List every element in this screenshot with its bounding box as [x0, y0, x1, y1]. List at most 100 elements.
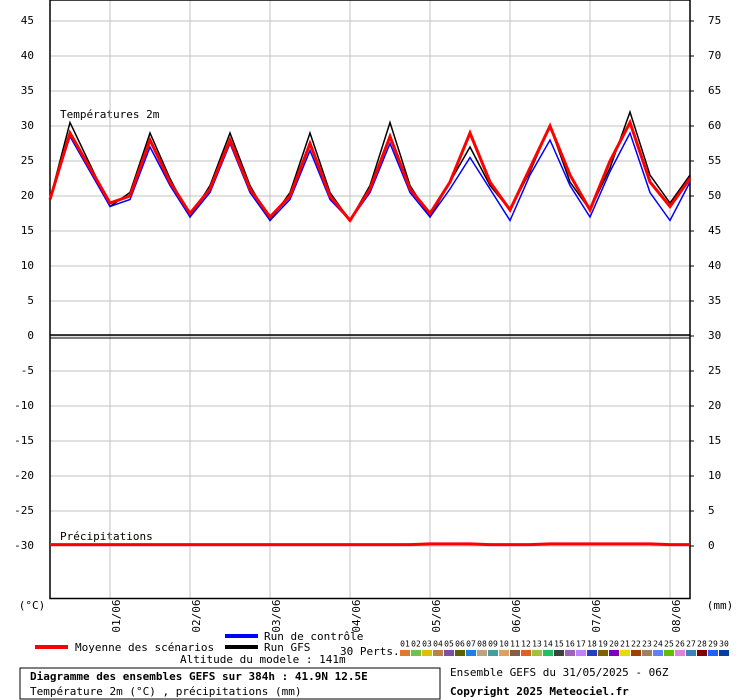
perturbation-swatch [686, 650, 696, 656]
y2-tick-label: 30 [708, 329, 721, 342]
perturbation-label: 09 [488, 640, 498, 649]
perturbation-swatch [455, 650, 465, 656]
y2-tick-label: 75 [708, 14, 721, 27]
perturbation-label: 06 [455, 640, 465, 649]
perturbation-label: 13 [532, 640, 542, 649]
series-line [48, 118, 692, 224]
perturbation-swatch [444, 650, 454, 656]
perturbation-swatch [598, 650, 608, 656]
y2-tick-label: 45 [708, 224, 721, 237]
y-tick-label: 5 [27, 294, 34, 307]
perturbation-swatch [642, 650, 652, 656]
perturbation-label: 11 [510, 640, 520, 649]
y-axis-label: (°C) [19, 599, 46, 612]
copyright: Copyright 2025 Meteociel.fr [450, 685, 629, 698]
perturbation-label: 04 [433, 640, 443, 649]
perturbation-swatch [433, 650, 443, 656]
x-tick-label: 04/06 [350, 599, 363, 632]
perturbation-swatch [499, 650, 509, 656]
perturbation-swatch [587, 650, 597, 656]
perturbation-swatch [576, 650, 586, 656]
perturbation-label: 26 [675, 640, 685, 649]
y-tick-label: 45 [21, 14, 34, 27]
legend-label: Run GFS [264, 641, 310, 654]
footer-box [19, 667, 441, 700]
altitude: Altitude du modele : 141m [180, 653, 346, 666]
y-tick-label: 35 [21, 84, 34, 97]
perturbation-swatch [675, 650, 685, 656]
perturbation-label: 30 [719, 640, 729, 649]
perturbation-swatch [719, 650, 729, 656]
y2-tick-label: 5 [708, 504, 715, 517]
perturbation-label: 28 [697, 640, 707, 649]
plot-frame [49, 0, 691, 600]
perturbation-label: 15 [554, 640, 564, 649]
perturbation-swatch [543, 650, 553, 656]
series-line [50, 542, 690, 547]
perturbation-label: 18 [587, 640, 597, 649]
y-tick-label: 25 [21, 154, 34, 167]
y-tick-label: -30 [14, 539, 34, 552]
perturbation-label: 05 [444, 640, 454, 649]
y2-tick-label: 35 [708, 294, 721, 307]
perturbation-label: 01 [400, 640, 410, 649]
perturbation-swatch [708, 650, 718, 656]
y-tick-label: -10 [14, 399, 34, 412]
y2-tick-label: 70 [708, 49, 721, 62]
x-tick-label: 06/06 [510, 599, 523, 632]
y-tick-label: -20 [14, 469, 34, 482]
y2-tick-label: 50 [708, 189, 721, 202]
perturbation-label: 25 [664, 640, 674, 649]
y-tick-label: 15 [21, 224, 34, 237]
y2-tick-label: 25 [708, 364, 721, 377]
y2-tick-label: 40 [708, 259, 721, 272]
perturbation-swatch [466, 650, 476, 656]
perturbation-swatch [422, 650, 432, 656]
perturbation-swatch [521, 650, 531, 656]
y-tick-label: 30 [21, 119, 34, 132]
perturbation-swatch [488, 650, 498, 656]
perturbation-label: 14 [543, 640, 553, 649]
perturbation-swatch [620, 650, 630, 656]
perturbation-label: 12 [521, 640, 531, 649]
legend-label: Run de contrôle [264, 630, 363, 643]
perturbation-label: 10 [499, 640, 509, 649]
perturbation-swatch [477, 650, 487, 656]
perturbation-label: 22 [631, 640, 641, 649]
x-tick-label: 03/06 [270, 599, 283, 632]
perturbation-swatch [565, 650, 575, 656]
y2-tick-label: 15 [708, 434, 721, 447]
perturbation-swatch [411, 650, 421, 656]
perturbation-label: 08 [477, 640, 487, 649]
perturbation-swatch [664, 650, 674, 656]
perturbations-label: 30 Perts. [340, 645, 400, 658]
perturbation-swatch [631, 650, 641, 656]
perturbation-swatch [697, 650, 707, 656]
perturbation-label: 23 [642, 640, 652, 649]
y2-tick-label: 10 [708, 469, 721, 482]
x-tick-label: 01/06 [110, 599, 123, 632]
y2-tick-label: 0 [708, 539, 715, 552]
y2-tick-label: 55 [708, 154, 721, 167]
y-tick-label: -25 [14, 504, 34, 517]
y-tick-label: -15 [14, 434, 34, 447]
x-tick-label: 07/06 [590, 599, 603, 632]
y-tick-label: 20 [21, 189, 34, 202]
perturbation-label: 03 [422, 640, 432, 649]
perturbation-swatch [532, 650, 542, 656]
y2-tick-label: 20 [708, 399, 721, 412]
perturbation-label: 16 [565, 640, 575, 649]
perturbation-swatch [554, 650, 564, 656]
y-tick-label: 40 [21, 49, 34, 62]
perturbation-label: 17 [576, 640, 586, 649]
perturbation-swatch [510, 650, 520, 656]
perturbation-label: 24 [653, 640, 663, 649]
y2-axis-label: (mm) [707, 599, 734, 612]
perturbation-label: 07 [466, 640, 476, 649]
perturbation-label: 02 [411, 640, 421, 649]
y-tick-label: 0 [27, 329, 34, 342]
footer-subtitle: Température 2m (°C) , précipitations (mm… [30, 685, 302, 698]
y-tick-label: 10 [21, 259, 34, 272]
